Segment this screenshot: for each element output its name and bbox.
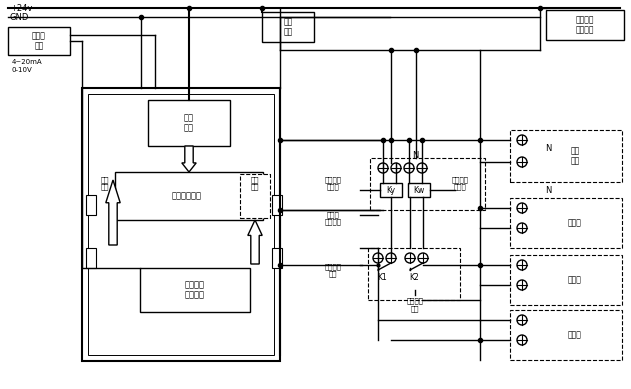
Bar (546, 10, 624, 40)
Bar (510, 310, 622, 360)
Text: K1: K1 (377, 273, 387, 282)
Text: 电加热: 电加热 (568, 331, 582, 340)
Bar (370, 158, 485, 210)
Bar (115, 172, 263, 220)
Bar (510, 255, 622, 305)
Text: Kw: Kw (413, 186, 425, 194)
Text: 0-10V: 0-10V (12, 67, 33, 73)
Text: 模拟量
信号: 模拟量 信号 (32, 31, 46, 51)
Text: 模拟信号
采集单元: 模拟信号 采集单元 (185, 280, 205, 300)
Text: 电加热: 电加热 (568, 275, 582, 284)
Text: 声光
报警: 声光 报警 (570, 146, 580, 166)
Bar (262, 12, 314, 42)
Text: 模拟
信号: 模拟 信号 (251, 176, 259, 190)
Text: 无线通讯
输出模块: 无线通讯 输出模块 (575, 15, 594, 35)
Text: N: N (412, 151, 418, 159)
Text: 其他
模块: 其他 模块 (283, 17, 293, 37)
Bar (86, 195, 96, 215)
Bar (148, 100, 230, 146)
Text: 液位控制
开关: 液位控制 开关 (324, 263, 341, 277)
Polygon shape (182, 146, 196, 172)
Bar (140, 268, 250, 312)
Bar (240, 174, 270, 218)
Text: 电源
模块: 电源 模块 (184, 113, 194, 133)
Bar (82, 88, 280, 361)
Text: 开关
信号: 开关 信号 (101, 176, 109, 190)
Text: Ky: Ky (387, 186, 396, 194)
Bar (368, 248, 460, 300)
Bar (380, 183, 402, 197)
Bar (510, 198, 622, 248)
Text: 液位检测
传感器: 液位检测 传感器 (324, 176, 341, 190)
Text: 温度控制
开关: 温度控制 开关 (406, 298, 423, 312)
Text: K2: K2 (409, 273, 419, 282)
Polygon shape (106, 180, 120, 245)
Text: 继电器
输出单元: 继电器 输出单元 (324, 211, 341, 225)
Text: GND: GND (10, 12, 30, 21)
Bar (272, 248, 282, 268)
Text: 电磁阀: 电磁阀 (568, 219, 582, 228)
Polygon shape (248, 220, 262, 264)
Text: +24v: +24v (10, 4, 32, 12)
Text: 温度检测
传感器: 温度检测 传感器 (452, 176, 468, 190)
Text: N: N (545, 186, 551, 194)
Text: N: N (545, 144, 551, 152)
Bar (510, 130, 622, 182)
Text: 4~20mA: 4~20mA (12, 59, 43, 65)
Bar (88, 94, 274, 355)
Bar (8, 27, 70, 55)
Bar (272, 195, 282, 215)
Bar (408, 183, 430, 197)
Bar (86, 248, 96, 268)
Text: 核心处理单元: 核心处理单元 (172, 191, 202, 200)
